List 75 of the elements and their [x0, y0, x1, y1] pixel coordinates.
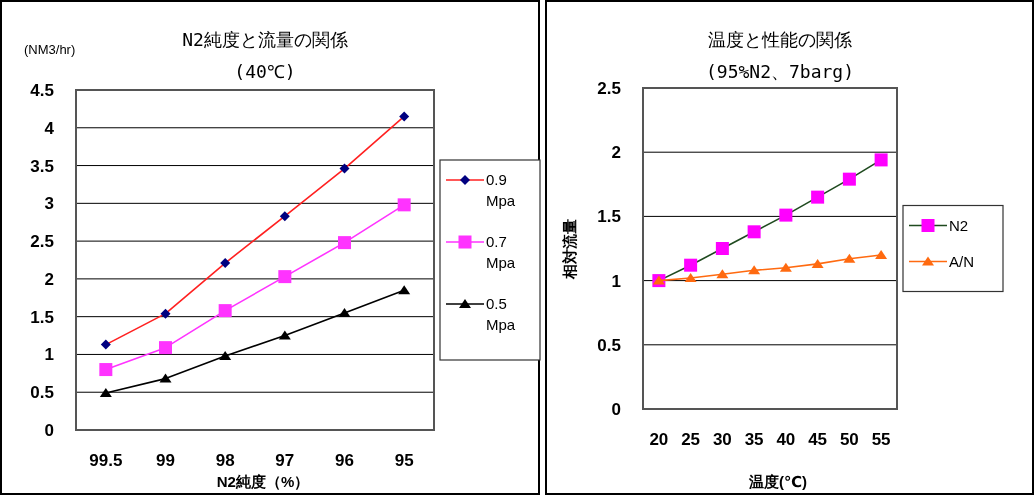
legend-label: 0.9 Mpa — [486, 171, 516, 210]
point — [716, 269, 729, 279]
y-tick-label: 4.5 — [30, 80, 54, 100]
x-tick-label: 45 — [808, 429, 828, 449]
y-tick-label: 2.5 — [597, 78, 621, 98]
x-tick-label: 55 — [871, 429, 891, 449]
y-tick-label: 1 — [44, 345, 54, 365]
point — [218, 304, 232, 318]
x-tick-label: 99 — [156, 450, 175, 470]
point — [100, 339, 111, 350]
y-tick-label: 1.5 — [597, 207, 621, 227]
point — [843, 253, 856, 263]
x-tick-label: 35 — [744, 429, 764, 449]
point — [398, 285, 411, 295]
chart-title: 温度と性能の関係 — [708, 29, 852, 50]
x-tick-label: 50 — [839, 429, 859, 449]
y-axis-title: (NM3/hr) — [24, 42, 76, 57]
x-tick-label: 99.5 — [89, 450, 123, 470]
point — [99, 387, 112, 397]
chart-title: N2純度と流量の関係 — [182, 29, 348, 50]
y-tick-label: 1.5 — [30, 307, 54, 327]
point — [779, 262, 792, 272]
point — [160, 308, 171, 319]
y-tick-label: 0.5 — [30, 383, 54, 403]
x-tick-label: 97 — [275, 450, 295, 470]
point — [399, 111, 410, 122]
y-tick-label: 0 — [611, 399, 621, 419]
point — [278, 270, 292, 284]
point — [338, 236, 351, 250]
point — [715, 242, 729, 255]
point — [748, 265, 761, 275]
legend-label: N2 — [949, 216, 969, 234]
y-tick-label: 3 — [44, 194, 54, 214]
y-axis-title: 相対流量 — [561, 218, 578, 280]
point — [842, 172, 856, 186]
legend-label: 0.7 Mpa — [486, 233, 516, 272]
x-tick-label: 20 — [649, 429, 669, 449]
x-tick-label: 25 — [681, 429, 701, 449]
point — [220, 258, 231, 269]
x-tick-label: 95 — [394, 450, 414, 470]
x-axis-title: N2純度（%） — [216, 473, 310, 490]
legend-label: 0.5 Mpa — [486, 295, 516, 334]
x-tick-label: 96 — [335, 450, 354, 470]
x-axis-title: 温度(℃) — [747, 473, 808, 490]
point — [279, 211, 290, 222]
point — [875, 249, 888, 259]
x-tick-label: 40 — [776, 429, 796, 449]
point — [397, 198, 411, 212]
y-tick-label: 2 — [611, 143, 621, 163]
point — [159, 373, 172, 383]
legend-label: A/N — [949, 252, 975, 270]
chart-subtitle: (95%N2、7barg) — [705, 61, 855, 82]
y-tick-label: 2.5 — [30, 232, 54, 252]
x-tick-label: 30 — [712, 429, 732, 449]
y-tick-label: 3.5 — [30, 156, 54, 176]
point — [278, 330, 291, 340]
point — [779, 208, 793, 222]
point — [219, 350, 232, 360]
point — [684, 258, 698, 272]
point — [747, 225, 761, 239]
chart-subtitle: (40℃) — [234, 61, 296, 82]
point — [339, 163, 350, 174]
point — [811, 190, 825, 204]
point — [338, 307, 351, 317]
y-tick-label: 0.5 — [597, 335, 621, 355]
point — [159, 341, 172, 355]
y-tick-label: 2 — [44, 269, 54, 289]
y-tick-label: 0 — [44, 420, 54, 440]
y-tick-label: 4 — [44, 118, 55, 138]
point — [811, 258, 824, 268]
x-tick-label: 98 — [215, 450, 235, 470]
point — [684, 273, 697, 283]
point — [99, 363, 113, 377]
point — [874, 153, 888, 167]
y-tick-label: 1 — [611, 271, 621, 291]
